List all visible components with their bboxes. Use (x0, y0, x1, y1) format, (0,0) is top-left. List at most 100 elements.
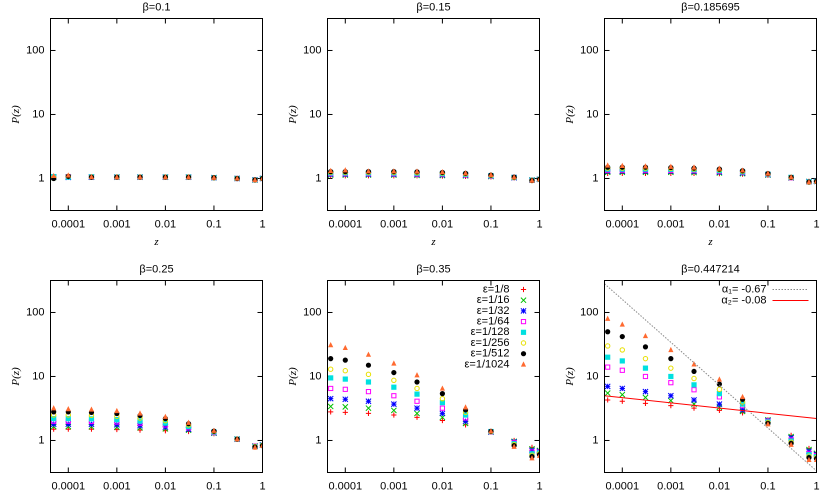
point (328, 167, 334, 173)
point (327, 403, 334, 410)
x-tick-label: 0.1 (206, 218, 221, 230)
plot-area (604, 162, 817, 185)
point (342, 409, 348, 415)
point (668, 365, 674, 371)
point (765, 170, 771, 176)
y-tick-label: 10 (309, 108, 321, 120)
point (604, 390, 611, 397)
plot-area (604, 283, 817, 472)
point (605, 329, 611, 335)
point (365, 389, 372, 395)
y-tick-label: 10 (32, 370, 44, 382)
point (342, 357, 348, 363)
point (605, 397, 611, 403)
point (642, 400, 649, 406)
y-axis-label: P(z) (287, 105, 299, 125)
point (604, 343, 611, 349)
point (619, 398, 625, 404)
point (365, 362, 372, 368)
x-tick-label: 1 (813, 480, 819, 492)
x-tick-label: 1 (259, 480, 265, 492)
point (328, 375, 334, 381)
point (50, 421, 57, 428)
point (114, 416, 120, 423)
fit-line (604, 395, 817, 420)
point (462, 418, 469, 425)
legend-marker (520, 351, 527, 357)
point (414, 379, 420, 385)
point (390, 401, 397, 408)
x-tick-label: 0.0001 (605, 218, 639, 230)
point (806, 452, 812, 458)
point (765, 421, 771, 427)
y-tick-label: 100 (303, 306, 321, 318)
point (716, 391, 722, 397)
plot-frame (327, 18, 540, 211)
plot-area (50, 405, 263, 450)
point (691, 164, 697, 170)
y-axis-label: P(z) (564, 367, 576, 387)
point (327, 366, 334, 372)
point (619, 347, 625, 353)
y-tick-label: 1 (315, 434, 321, 446)
point (605, 162, 611, 168)
point (716, 376, 722, 382)
point (536, 176, 540, 182)
legend-label: ε=1/256 (471, 337, 510, 349)
legend-marker (520, 340, 527, 346)
plot-frame (604, 18, 817, 211)
point (414, 385, 420, 392)
x-axis-label: z (430, 498, 436, 502)
point (342, 368, 348, 374)
x-tick-label: 0.1 (483, 218, 498, 230)
point (642, 394, 649, 401)
point (162, 174, 168, 180)
point (88, 426, 95, 432)
point (536, 452, 540, 458)
y-tick-label: 100 (580, 306, 598, 318)
point (414, 410, 420, 417)
point (365, 379, 372, 385)
point (691, 368, 697, 375)
plot-frame (327, 280, 540, 473)
point (691, 405, 697, 411)
point (51, 172, 57, 179)
point (604, 383, 611, 390)
point (391, 360, 397, 366)
y-tick-label: 100 (580, 44, 598, 56)
y-tick-label: 10 (586, 370, 598, 382)
y-tick-label: 100 (26, 44, 44, 56)
y-axis-label: P(z) (564, 105, 576, 125)
x-tick-label: 0.0001 (51, 480, 85, 492)
point (529, 177, 535, 183)
point (642, 365, 649, 371)
x-tick-label: 0.01 (155, 218, 176, 230)
point (619, 358, 625, 364)
legend-marker (520, 361, 527, 367)
point (391, 369, 397, 376)
point (619, 385, 626, 392)
y-axis-label: P(z) (287, 367, 299, 387)
legend-marker (520, 286, 527, 293)
point (619, 391, 626, 398)
point (88, 173, 95, 180)
x-tick-label: 0.1 (206, 480, 221, 492)
point (185, 423, 192, 430)
point (88, 416, 95, 422)
x-tick-label: 0.001 (657, 218, 685, 230)
x-tick-label: 0.1 (760, 480, 775, 492)
x-tick-label: 0.01 (709, 218, 730, 230)
point (739, 393, 746, 400)
point (462, 404, 469, 410)
point (739, 167, 746, 173)
x-tick-label: 0.0001 (605, 480, 639, 492)
x-tick-label: 0.01 (709, 480, 730, 492)
point (328, 342, 334, 348)
point (605, 364, 611, 370)
point (806, 456, 812, 462)
legend-label: α₂= -0.08 (721, 294, 766, 306)
panel-title: β=0.25 (139, 263, 173, 275)
point (668, 403, 674, 409)
y-tick-label: 10 (586, 108, 598, 120)
point (185, 174, 192, 180)
